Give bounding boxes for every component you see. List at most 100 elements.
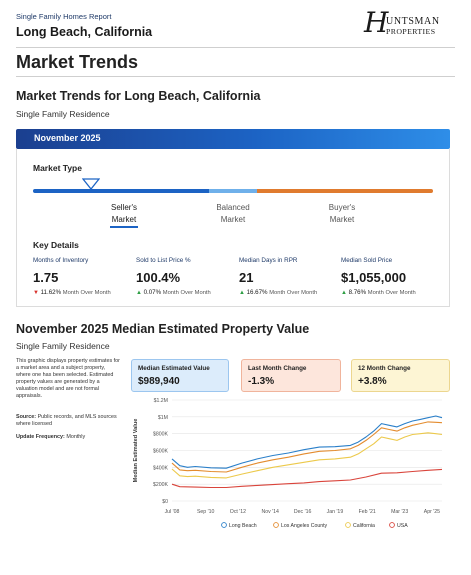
key-detail-months-inventory: Months of Inventory 1.75 ▼ 11.62% Month … xyxy=(33,257,138,296)
legend-label: Long Beach xyxy=(229,523,257,529)
logo-letter: H xyxy=(364,6,389,39)
change-percent: 11.62% xyxy=(40,289,62,296)
y-tick-label: $800K xyxy=(153,432,169,438)
update-frequency: Update Frequency: Monthly xyxy=(16,434,121,440)
key-detail-title: Sold to List Price % xyxy=(136,257,191,264)
month-banner: November 2025 xyxy=(16,129,450,149)
section-divider xyxy=(16,76,455,77)
median-value-title: November 2025 Median Estimated Property … xyxy=(16,322,310,336)
key-detail-median-sold-price: Median Sold Price $1,055,000 ▲ 8.76% Mon… xyxy=(341,257,446,296)
company-logo: H UNTSMAN PROPERTIES xyxy=(364,6,454,40)
x-tick-label: Dec '16 xyxy=(294,509,312,515)
key-detail-title: Median Days in RPR xyxy=(239,257,298,264)
arrow-up-icon: ▲ xyxy=(341,290,347,296)
change-label: Month Over Month xyxy=(269,290,318,296)
market-trends-title: Market Trends for Long Beach, California xyxy=(16,89,261,103)
market-type-bar-buyers xyxy=(257,189,433,193)
series-line-long-beach xyxy=(171,415,443,469)
y-tick-label: $200K xyxy=(153,482,169,488)
arrow-up-icon: ▲ xyxy=(239,290,245,296)
selected-option-underline xyxy=(110,226,138,228)
series-line-los-angeles-county xyxy=(171,421,443,473)
twelve-month-change-box: 12 Month Change +3.8% xyxy=(351,359,450,392)
box-value: $989,940 xyxy=(138,376,180,387)
change-label: Month Over Month xyxy=(62,290,111,296)
source-text: Public records, and MLS sources where li… xyxy=(16,414,117,428)
y-tick-label: $1.2M xyxy=(154,398,168,404)
last-month-change-box: Last Month Change -1.3% xyxy=(241,359,341,392)
median-estimated-value-box: Median Estimated Value $989,940 xyxy=(131,359,229,392)
market-position-marker xyxy=(82,178,100,190)
legend-marker xyxy=(345,522,351,528)
x-tick-label: Nov '14 xyxy=(262,509,280,515)
banner-label: November 2025 xyxy=(34,133,101,143)
key-detail-value: 1.75 xyxy=(33,270,59,285)
box-value: -1.3% xyxy=(248,376,275,387)
legend-label: USA xyxy=(397,523,408,529)
arrow-down-icon: ▼ xyxy=(33,290,39,296)
arrow-up-icon: ▲ xyxy=(136,290,142,296)
key-details-label: Key Details xyxy=(33,240,79,250)
change-percent: 0.07% xyxy=(143,289,162,296)
series-line-usa xyxy=(171,468,443,489)
box-title: Median Estimated Value xyxy=(138,365,210,372)
legend-marker xyxy=(389,522,395,528)
key-detail-change: ▼ 11.62% Month Over Month xyxy=(33,289,138,296)
y-axis-label: Median Estimated Value xyxy=(133,419,139,483)
market-option-balanced: Balanced Market xyxy=(216,203,250,224)
market-option-buyers: Buyer's Market xyxy=(328,203,356,224)
legend-label: Los Angeles County xyxy=(281,523,328,529)
key-detail-value: $1,055,000 xyxy=(341,270,407,285)
y-tick-label: $1M xyxy=(158,415,168,421)
key-detail-value: 21 xyxy=(239,270,254,285)
x-tick-label: Sep '10 xyxy=(197,509,215,515)
x-tick-label: Oct '12 xyxy=(230,509,246,515)
market-trends-subtitle: Single Family Residence xyxy=(16,109,110,119)
key-detail-change: ▲ 16.67% Month Over Month xyxy=(239,289,344,296)
change-label: Month Over Month xyxy=(367,290,416,296)
market-type-bar-sellers xyxy=(33,189,209,193)
y-tick-label: $0 xyxy=(162,499,168,505)
box-value: +3.8% xyxy=(358,376,387,387)
median-value-line-chart: $0 $200K $400K $600K $800K $1M $1.2M Jul '08 Sep… xyxy=(133,398,443,529)
change-percent: 8.76% xyxy=(348,289,367,296)
series-line-california xyxy=(171,432,443,479)
source-label: Source: xyxy=(16,414,37,420)
legend-label: California xyxy=(353,523,375,529)
report-city: Long Beach, California xyxy=(16,25,153,39)
median-value-description: This graphic displays property estimates… xyxy=(16,358,120,400)
market-type-label: Market Type xyxy=(33,163,82,173)
median-value-subtitle: Single Family Residence xyxy=(16,341,110,351)
source-note: Source: Public records, and MLS sources … xyxy=(16,414,121,428)
y-tick-label: $600K xyxy=(153,449,169,455)
legend-marker xyxy=(221,522,227,528)
key-detail-sold-to-list: Sold to List Price % 100.4% ▲ 0.07% Mont… xyxy=(136,257,241,296)
frequency-text: Monthly xyxy=(66,434,86,440)
report-type: Single Family Homes Report xyxy=(16,12,112,21)
header-divider xyxy=(16,47,455,48)
key-detail-change: ▲ 0.07% Month Over Month xyxy=(136,289,241,296)
key-detail-title: Median Sold Price xyxy=(341,257,393,264)
x-tick-label: Jul '08 xyxy=(165,509,180,515)
change-label: Month Over Month xyxy=(162,290,211,296)
frequency-label: Update Frequency: xyxy=(16,434,65,440)
y-tick-label: $400K xyxy=(153,465,169,471)
key-detail-value: 100.4% xyxy=(136,270,181,285)
x-tick-label: Feb '21 xyxy=(359,509,376,515)
key-detail-title: Months of Inventory xyxy=(33,257,89,264)
key-detail-change: ▲ 8.76% Month Over Month xyxy=(341,289,446,296)
section-title: Market Trends xyxy=(16,52,139,72)
market-option-sellers: Seller's Market xyxy=(111,203,137,224)
logo-line1: UNTSMAN xyxy=(386,16,440,27)
key-detail-days-in-rpr: Median Days in RPR 21 ▲ 16.67% Month Ove… xyxy=(239,257,344,296)
box-title: Last Month Change xyxy=(248,365,307,372)
market-type-bar-balanced xyxy=(209,189,257,193)
legend-marker xyxy=(273,522,279,528)
market-card xyxy=(16,149,450,307)
box-title: 12 Month Change xyxy=(358,365,411,372)
logo-line2: PROPERTIES xyxy=(386,27,436,36)
x-tick-label: Mar '23 xyxy=(391,509,408,515)
x-tick-label: Apr '25 xyxy=(424,509,440,515)
x-tick-label: Jan '19 xyxy=(327,509,344,515)
